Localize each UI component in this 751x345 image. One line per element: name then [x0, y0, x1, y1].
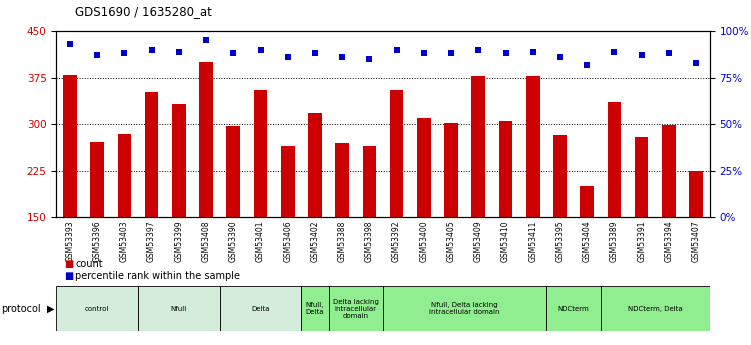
- Bar: [547, 286, 601, 331]
- Bar: [56, 286, 138, 331]
- Bar: [281, 146, 294, 217]
- Bar: [219, 286, 301, 331]
- Bar: [118, 134, 131, 217]
- Bar: [308, 113, 321, 217]
- Bar: [383, 286, 547, 331]
- Bar: [472, 76, 485, 217]
- Bar: [227, 126, 240, 217]
- Bar: [601, 286, 710, 331]
- Bar: [363, 146, 376, 217]
- Point: [146, 47, 158, 52]
- Point: [119, 51, 131, 56]
- Point: [635, 52, 647, 58]
- Text: Nfull,
Delta: Nfull, Delta: [306, 302, 324, 315]
- Point: [581, 62, 593, 67]
- Point: [663, 51, 675, 56]
- Text: Nfull: Nfull: [170, 306, 187, 312]
- Bar: [499, 121, 512, 217]
- Text: ▶: ▶: [47, 304, 55, 314]
- Bar: [553, 135, 567, 217]
- Point: [336, 55, 348, 60]
- Point: [173, 49, 185, 54]
- Bar: [581, 186, 594, 217]
- Bar: [417, 118, 430, 217]
- Point: [363, 56, 376, 62]
- Bar: [301, 286, 328, 331]
- Text: NDCterm: NDCterm: [558, 306, 590, 312]
- Bar: [145, 92, 158, 217]
- Text: ■: ■: [64, 259, 73, 269]
- Point: [472, 47, 484, 52]
- Point: [418, 51, 430, 56]
- Point: [608, 49, 620, 54]
- Text: count: count: [75, 259, 103, 269]
- Text: Delta: Delta: [252, 306, 270, 312]
- Bar: [526, 76, 539, 217]
- Bar: [635, 137, 648, 217]
- Point: [200, 38, 212, 43]
- Bar: [199, 62, 213, 217]
- Point: [228, 51, 240, 56]
- Text: NDCterm, Delta: NDCterm, Delta: [628, 306, 683, 312]
- Text: ■: ■: [64, 271, 73, 281]
- Point: [554, 55, 566, 60]
- Text: Nfull, Delta lacking
intracellular domain: Nfull, Delta lacking intracellular domai…: [430, 302, 500, 315]
- Bar: [172, 104, 185, 217]
- Bar: [138, 286, 219, 331]
- Bar: [254, 90, 267, 217]
- Bar: [90, 141, 104, 217]
- Point: [64, 41, 76, 47]
- Bar: [390, 90, 403, 217]
- Point: [526, 49, 538, 54]
- Bar: [662, 126, 676, 217]
- Text: GDS1690 / 1635280_at: GDS1690 / 1635280_at: [75, 5, 212, 18]
- Text: control: control: [85, 306, 110, 312]
- Bar: [445, 123, 458, 217]
- Bar: [328, 286, 383, 331]
- Text: protocol: protocol: [1, 304, 41, 314]
- Bar: [689, 171, 703, 217]
- Point: [391, 47, 403, 52]
- Bar: [63, 75, 77, 217]
- Point: [445, 51, 457, 56]
- Point: [282, 55, 294, 60]
- Point: [91, 52, 103, 58]
- Point: [690, 60, 702, 66]
- Point: [309, 51, 321, 56]
- Bar: [608, 102, 621, 217]
- Bar: [336, 143, 349, 217]
- Text: percentile rank within the sample: percentile rank within the sample: [75, 271, 240, 281]
- Text: Delta lacking
intracellular
domain: Delta lacking intracellular domain: [333, 299, 379, 319]
- Point: [499, 51, 511, 56]
- Point: [255, 47, 267, 52]
